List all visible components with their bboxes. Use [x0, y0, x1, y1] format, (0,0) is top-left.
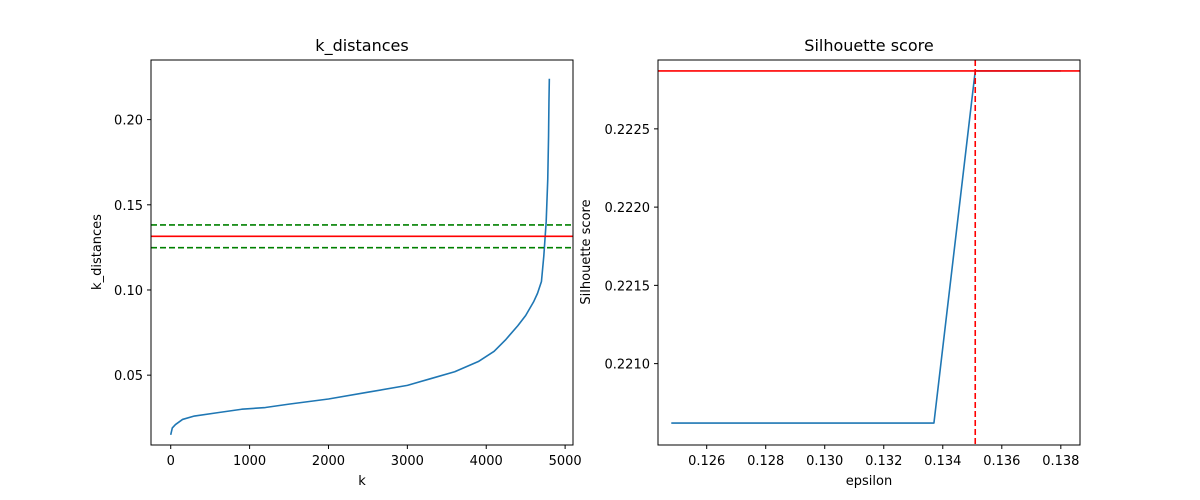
silhouette-xtick-label-6: 0.138 [1042, 454, 1079, 469]
silhouette-plot-area [658, 60, 1080, 445]
silhouette-ytick-label-3: 0.2225 [605, 123, 651, 138]
silhouette-chart: 0.126 0.128 0.130 0.132 0.134 0.136 0.138 0.221… [579, 36, 1081, 489]
silhouette-xtick-label-4: 0.134 [924, 454, 961, 469]
k-distances-axes-frame [150, 59, 574, 446]
silhouette-title: Silhouette score [804, 36, 933, 55]
silhouette-axes-frame [657, 59, 1081, 446]
k-distances-xtick-label-5: 5000 [549, 454, 582, 469]
k-distances-ytick-label-3: 0.20 [114, 114, 143, 129]
silhouette-ylabel: Silhouette score [579, 199, 594, 304]
silhouette-xlabel: epsilon [846, 474, 892, 489]
silhouette-xtick-label-1: 0.128 [747, 454, 784, 469]
silhouette-xtick-label-3: 0.132 [865, 454, 902, 469]
k-distances-series-line-0 [169, 78, 551, 435]
silhouette-ytick-label-2: 0.2220 [605, 201, 651, 216]
silhouette-ticks: 0.126 0.128 0.130 0.132 0.134 0.136 0.138 0.221… [605, 123, 1080, 469]
k-distances-chart: 0 1000 2000 3000 4000 5000 0.05 0.10 0.15 0.20 k_… [90, 36, 582, 489]
k-distances-ytick-label-2: 0.15 [114, 199, 143, 214]
k-distances-ticks: 0 1000 2000 3000 4000 5000 0.05 0.10 0.15 0.20 [114, 114, 582, 469]
k-distances-xtick-label-2: 2000 [312, 454, 345, 469]
k-distances-ytick-label-1: 0.10 [114, 284, 143, 299]
k-distances-ytick-label-0: 0.05 [114, 369, 143, 384]
silhouette-ytick-label-0: 0.2210 [605, 358, 651, 373]
k-distances-title: k_distances [315, 36, 408, 56]
silhouette-xtick-label-0: 0.126 [688, 454, 725, 469]
k-distances-xtick-label-1: 1000 [233, 454, 266, 469]
silhouette-xtick-label-2: 0.130 [806, 454, 843, 469]
k-distances-xtick-label-4: 4000 [470, 454, 503, 469]
k-distances-xtick-label-0: 0 [167, 454, 175, 469]
silhouette-xtick-label-5: 0.136 [983, 454, 1020, 469]
k-distances-ylabel: k_distances [90, 214, 105, 290]
k-distances-plot-area [151, 78, 573, 435]
k-distances-xlabel: k [358, 474, 366, 489]
k-distances-xtick-label-3: 3000 [391, 454, 424, 469]
silhouette-ytick-label-1: 0.2215 [605, 279, 651, 294]
